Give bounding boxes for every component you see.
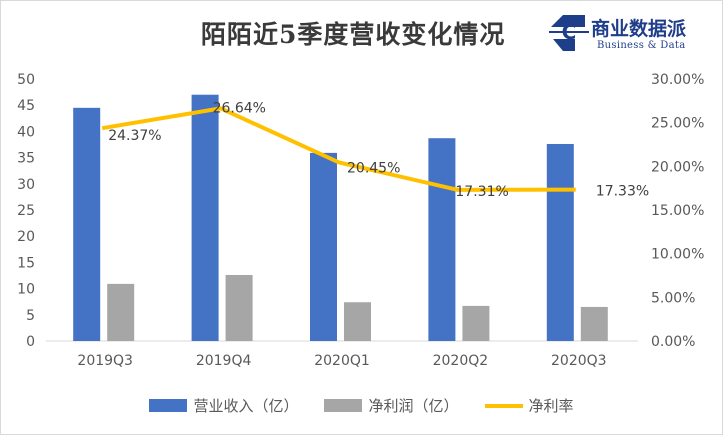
y-right-tick-label: 25.00% — [651, 116, 704, 132]
legend-label-revenue: 营业收入（亿） — [193, 397, 299, 415]
revenue-bar — [73, 107, 101, 341]
net-profit-bar — [580, 306, 608, 341]
net-profit-bar — [344, 302, 371, 341]
legend-swatch-revenue — [149, 399, 188, 412]
legend-item-revenue: 营业收入（亿） — [149, 395, 298, 416]
y-left-tick-label: 15 — [17, 255, 35, 271]
y-left-tick-label: 10 — [17, 282, 35, 298]
y-right-tick-label: 5.00% — [651, 290, 695, 306]
y-left-tick-label: 50 — [17, 72, 35, 88]
legend-item-margin: 净利率 — [484, 395, 574, 416]
x-tick-label: 2019Q3 — [77, 353, 133, 369]
y-left-tick-label: 5 — [26, 308, 35, 324]
combo-chart: 0 5 10 15 20 25 30 35 40 45 50 0.00% 5.00% 10.00% 15.0… — [17, 72, 704, 369]
revenue-bar — [310, 152, 337, 341]
legend-swatch-margin — [484, 403, 523, 408]
net-profit-bar — [225, 274, 253, 341]
revenue-bar — [546, 143, 574, 341]
y-left-tick-label: 20 — [17, 229, 35, 245]
x-tick-label: 2019Q4 — [196, 353, 252, 369]
chart-title: 陌陌近5季度营收变化情况 — [201, 20, 506, 49]
y-left-tick-label: 45 — [17, 98, 35, 114]
margin-data-label: 17.31% — [455, 184, 508, 200]
net-profit-bar — [462, 305, 490, 341]
y-left-tick-label: 35 — [17, 151, 35, 167]
legend-label-profit: 净利润（亿） — [368, 397, 459, 415]
y-left-tick-label: 40 — [17, 124, 35, 140]
logo-subtitle: Business & Data — [597, 40, 686, 51]
margin-data-label: 26.64% — [213, 100, 266, 116]
y-left-tick-label: 0 — [26, 334, 35, 350]
revenue-bar — [191, 94, 219, 341]
x-tick-label: 2020Q2 — [433, 353, 489, 369]
logo-icon: C — [549, 15, 589, 51]
brand-logo: C 商业数据派 Business & Data — [547, 9, 719, 55]
y-right-tick-label: 10.00% — [651, 247, 704, 263]
x-tick-label: 2020Q1 — [314, 353, 370, 369]
margin-data-label: 20.45% — [347, 160, 400, 176]
legend-item-profit: 净利润（亿） — [324, 395, 459, 416]
logo-name: 商业数据派 — [591, 18, 687, 40]
chart-legend: 营业收入（亿） 净利润（亿） 净利率 — [1, 395, 722, 416]
legend-label-margin: 净利率 — [528, 397, 574, 415]
net-profit-bar — [107, 283, 135, 341]
revenue-bar — [428, 138, 456, 341]
y-right-tick-label: 20.00% — [651, 159, 704, 175]
y-left-tick-label: 30 — [17, 177, 35, 193]
y-right-tick-label: 30.00% — [651, 72, 704, 88]
legend-swatch-profit — [324, 399, 363, 412]
margin-data-label: 24.37% — [108, 128, 161, 144]
y-right-tick-label: 15.00% — [651, 203, 704, 219]
x-tick-label: 2020Q3 — [551, 353, 607, 369]
net-margin-line — [101, 106, 576, 192]
margin-data-label: 17.33% — [596, 184, 649, 200]
logo-letter: C — [562, 20, 577, 44]
y-left-tick-label: 25 — [17, 203, 35, 219]
y-right-tick-label: 0.00% — [651, 334, 695, 350]
